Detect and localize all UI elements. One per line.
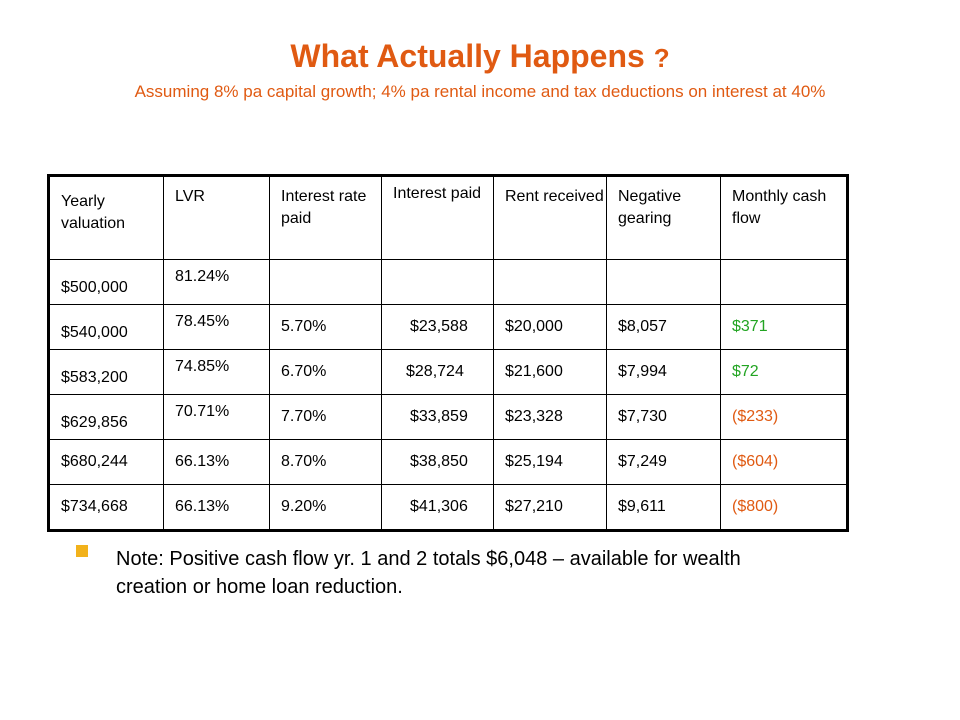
cell-interest-rate-paid: 7.70%: [269, 394, 382, 440]
cell-interest-paid: $28,724: [381, 349, 494, 395]
cell-yearly-valuation: $540,000: [48, 304, 164, 350]
slide-subtitle: Assuming 8% pa capital growth; 4% pa ren…: [134, 82, 826, 101]
cell-negative-gearing: $7,730: [606, 394, 721, 440]
cell-yearly-valuation: $629,856: [48, 394, 164, 440]
header-interest-rate-paid: Interest rate paid: [269, 175, 382, 260]
cell-lvr: 74.85%: [163, 349, 270, 395]
cell-interest-paid: $41,306: [381, 484, 494, 531]
cell-yearly-valuation: $680,244: [48, 439, 164, 485]
cell-interest-rate-paid: 5.70%: [269, 304, 382, 350]
cell-negative-gearing: [606, 259, 721, 305]
cell-monthly-cash-flow: [720, 259, 848, 305]
slide-title: What Actually Happens ?: [0, 36, 960, 78]
square-bullet-icon: [76, 545, 88, 557]
cell-monthly-cash-flow: $72: [720, 349, 848, 395]
cell-lvr: 66.13%: [163, 439, 270, 485]
header-interest-paid: Interest paid: [381, 175, 494, 260]
cell-rent-received: [493, 259, 607, 305]
cell-interest-paid: [381, 259, 494, 305]
header-rent-received: Rent received: [493, 175, 607, 260]
cell-monthly-cash-flow: ($233): [720, 394, 848, 440]
slide-title-mark: ?: [653, 43, 670, 73]
cell-negative-gearing: $9,611: [606, 484, 721, 531]
cell-lvr: 78.45%: [163, 304, 270, 350]
table-row: $500,000 81.24%: [48, 259, 848, 305]
table-row: $583,200 74.85% 6.70% $28,724 $21,600 $7…: [48, 349, 848, 395]
note-text: Note: Positive cash flow yr. 1 and 2 tot…: [116, 548, 741, 598]
header-negative-gearing: Negative gearing: [606, 175, 721, 260]
cell-monthly-cash-flow: ($604): [720, 439, 848, 485]
header-lvr: LVR: [163, 175, 270, 260]
header-yearly-valuation: Yearly valuation: [48, 175, 164, 260]
table-row: $734,668 66.13% 9.20% $41,306 $27,210 $9…: [48, 484, 848, 531]
cell-interest-paid: $33,859: [381, 394, 494, 440]
cell-negative-gearing: $7,994: [606, 349, 721, 395]
table-row: $540,000 78.45% 5.70% $23,588 $20,000 $8…: [48, 304, 848, 350]
cell-rent-received: $21,600: [493, 349, 607, 395]
cell-interest-rate-paid: 6.70%: [269, 349, 382, 395]
cell-rent-received: $27,210: [493, 484, 607, 531]
cell-yearly-valuation: $500,000: [48, 259, 164, 305]
cell-lvr: 66.13%: [163, 484, 270, 531]
cell-negative-gearing: $7,249: [606, 439, 721, 485]
cell-lvr: 70.71%: [163, 394, 270, 440]
slide-title-text: What Actually Happens: [290, 38, 645, 74]
cash-flow-table: Yearly valuation LVR Interest rate paid …: [47, 174, 849, 532]
cell-yearly-valuation: $734,668: [48, 484, 164, 531]
cell-lvr: 81.24%: [163, 259, 270, 305]
table-row: $680,244 66.13% 8.70% $38,850 $25,194 $7…: [48, 439, 848, 485]
cell-interest-paid: $38,850: [381, 439, 494, 485]
cell-monthly-cash-flow: ($800): [720, 484, 848, 531]
cell-interest-rate-paid: 8.70%: [269, 439, 382, 485]
cell-interest-rate-paid: [269, 259, 382, 305]
cell-monthly-cash-flow: $371: [720, 304, 848, 350]
cell-interest-rate-paid: 9.20%: [269, 484, 382, 531]
cell-interest-paid: $23,588: [381, 304, 494, 350]
header-monthly-cash-flow: Monthly cash flow: [720, 175, 848, 260]
table-header-row: Yearly valuation LVR Interest rate paid …: [48, 175, 848, 260]
table-row: $629,856 70.71% 7.70% $33,859 $23,328 $7…: [48, 394, 848, 440]
cell-rent-received: $25,194: [493, 439, 607, 485]
cell-yearly-valuation: $583,200: [48, 349, 164, 395]
cell-rent-received: $20,000: [493, 304, 607, 350]
cell-negative-gearing: $8,057: [606, 304, 721, 350]
cell-rent-received: $23,328: [493, 394, 607, 440]
